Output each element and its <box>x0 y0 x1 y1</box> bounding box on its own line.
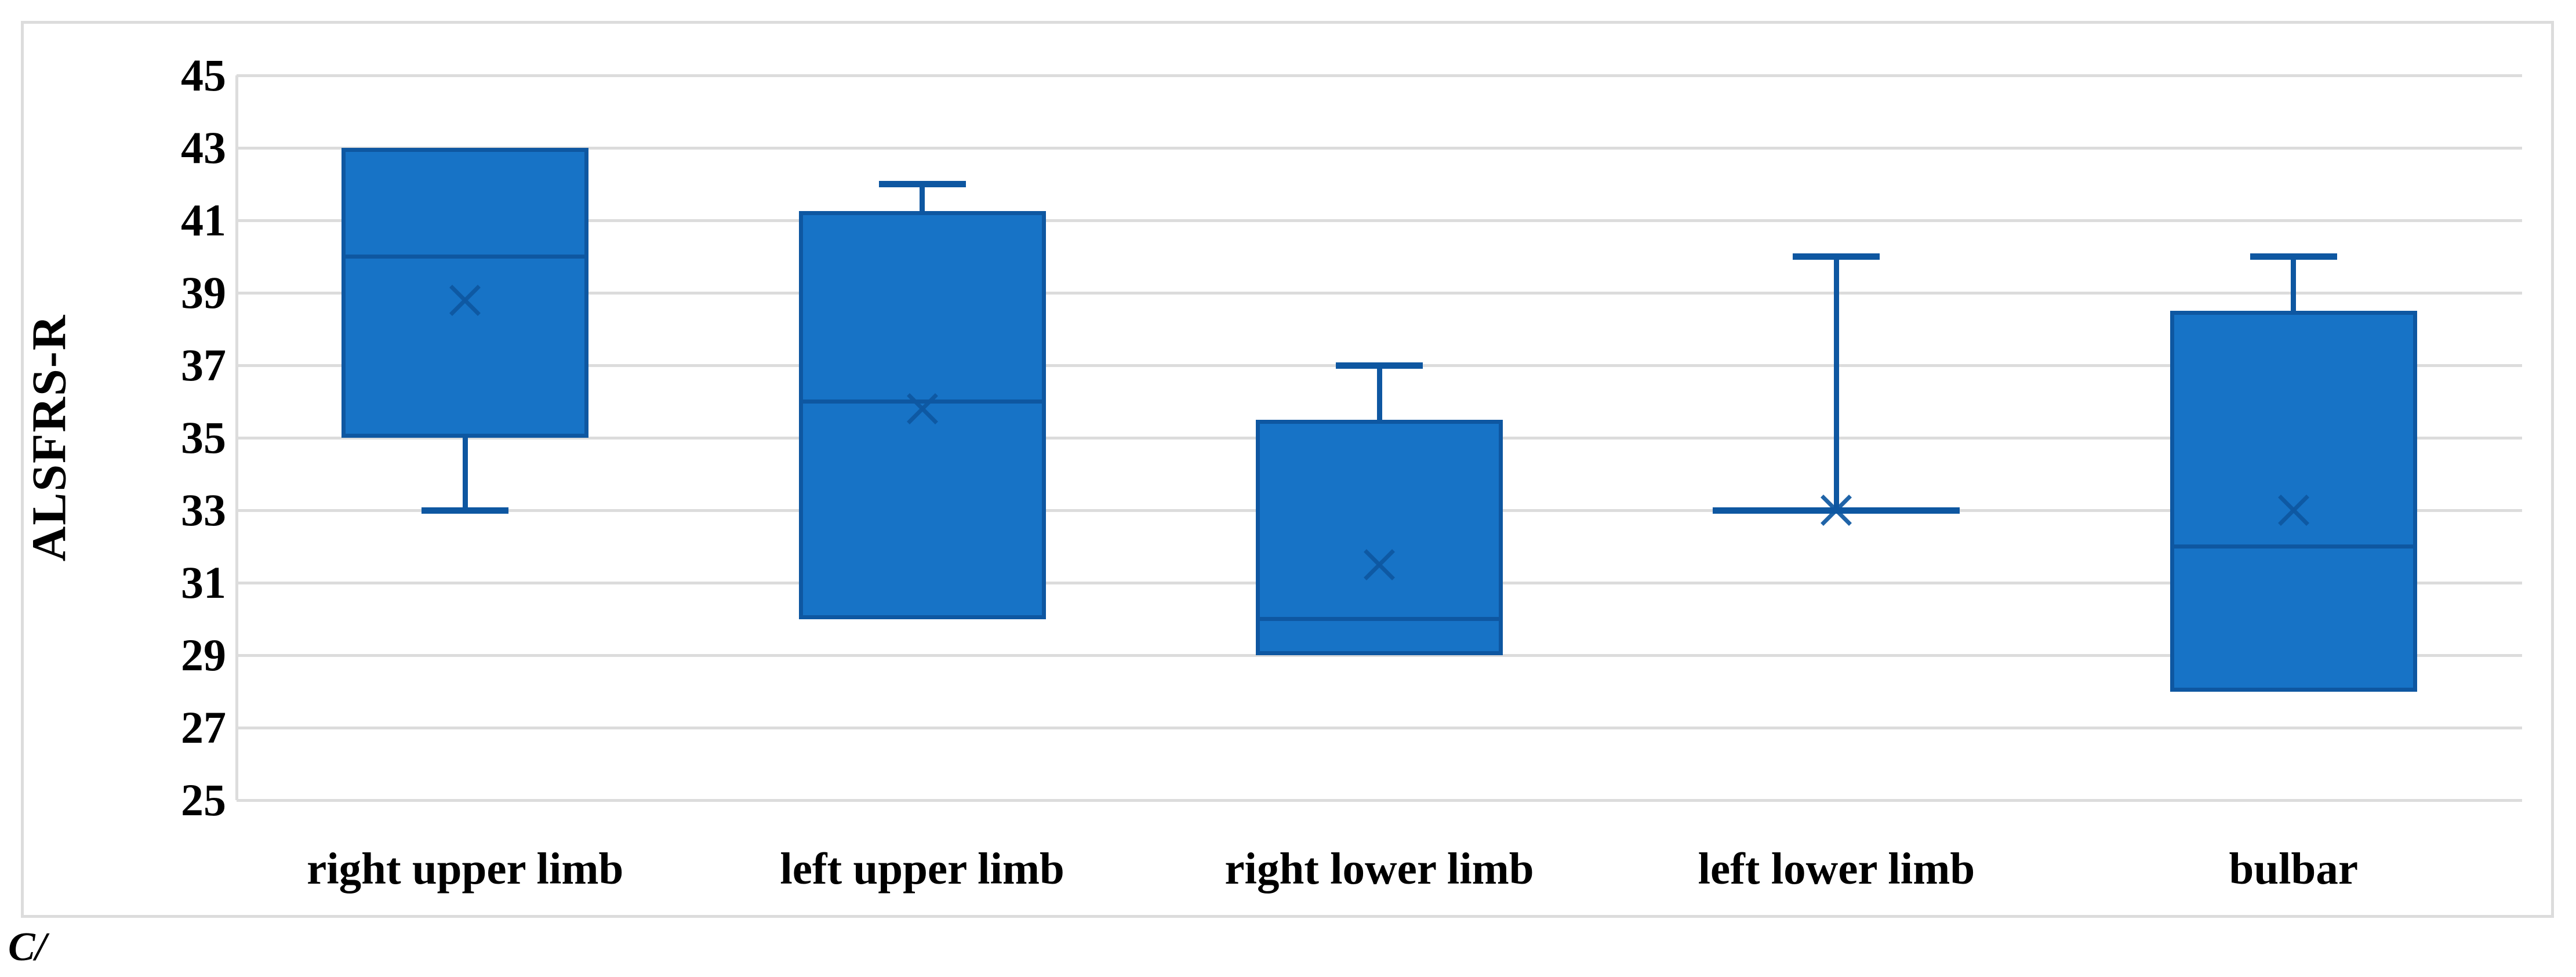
box <box>798 211 1046 619</box>
box <box>1256 419 1503 655</box>
median-line <box>798 399 1046 404</box>
y-axis-title: ALSFRS-R <box>22 314 77 562</box>
y-tick-label: 37 <box>181 340 226 390</box>
whisker-cap <box>2250 253 2337 260</box>
y-tick-label: 43 <box>181 122 226 173</box>
y-tick-label: 25 <box>181 775 226 825</box>
gridline <box>237 726 2522 729</box>
x-icon <box>449 284 481 316</box>
y-tick-label: 41 <box>181 195 226 245</box>
x-icon <box>1821 495 1852 526</box>
median-line <box>341 255 589 259</box>
category-label: left upper limb <box>780 844 1064 894</box>
category-label: right upper limb <box>307 844 624 894</box>
gridline <box>237 219 2522 222</box>
y-axis-line <box>235 75 238 800</box>
gridline <box>237 146 2522 150</box>
category-label: left lower limb <box>1698 844 1975 894</box>
gridline <box>237 291 2522 295</box>
gridline <box>237 798 2522 802</box>
median-line <box>2170 544 2417 549</box>
y-tick-label: 45 <box>181 50 226 100</box>
mean-marker <box>1819 493 1853 527</box>
x-icon <box>1364 549 1395 580</box>
box <box>2170 311 2417 692</box>
mean-marker <box>1363 548 1396 582</box>
whisker-cap <box>422 507 509 514</box>
y-tick-label: 35 <box>181 412 226 463</box>
whisker-line <box>920 184 925 212</box>
y-tick-label: 31 <box>181 557 226 608</box>
x-icon <box>906 393 938 424</box>
whisker-cap <box>878 181 966 187</box>
whisker-cap <box>1793 253 1880 260</box>
box <box>341 148 589 438</box>
gridline <box>237 74 2522 77</box>
whisker-line <box>1833 256 1839 510</box>
whisker-line <box>1376 365 1382 420</box>
category-label: right lower limb <box>1225 844 1534 894</box>
whisker-cap <box>1336 362 1423 369</box>
y-tick-label: 29 <box>181 630 226 680</box>
mean-marker <box>448 284 482 317</box>
panel-label: C/ <box>8 925 47 969</box>
whisker-line <box>462 438 468 510</box>
x-icon <box>2277 495 2309 526</box>
median-line <box>1256 617 1503 621</box>
mean-marker <box>906 392 939 426</box>
y-tick-label: 39 <box>181 267 226 318</box>
y-tick-label: 33 <box>181 485 226 535</box>
mean-marker <box>2277 493 2310 527</box>
whisker-line <box>2291 256 2297 311</box>
category-label: bulbar <box>2229 844 2359 894</box>
y-tick-label: 27 <box>181 702 226 753</box>
gridline <box>237 653 2522 657</box>
